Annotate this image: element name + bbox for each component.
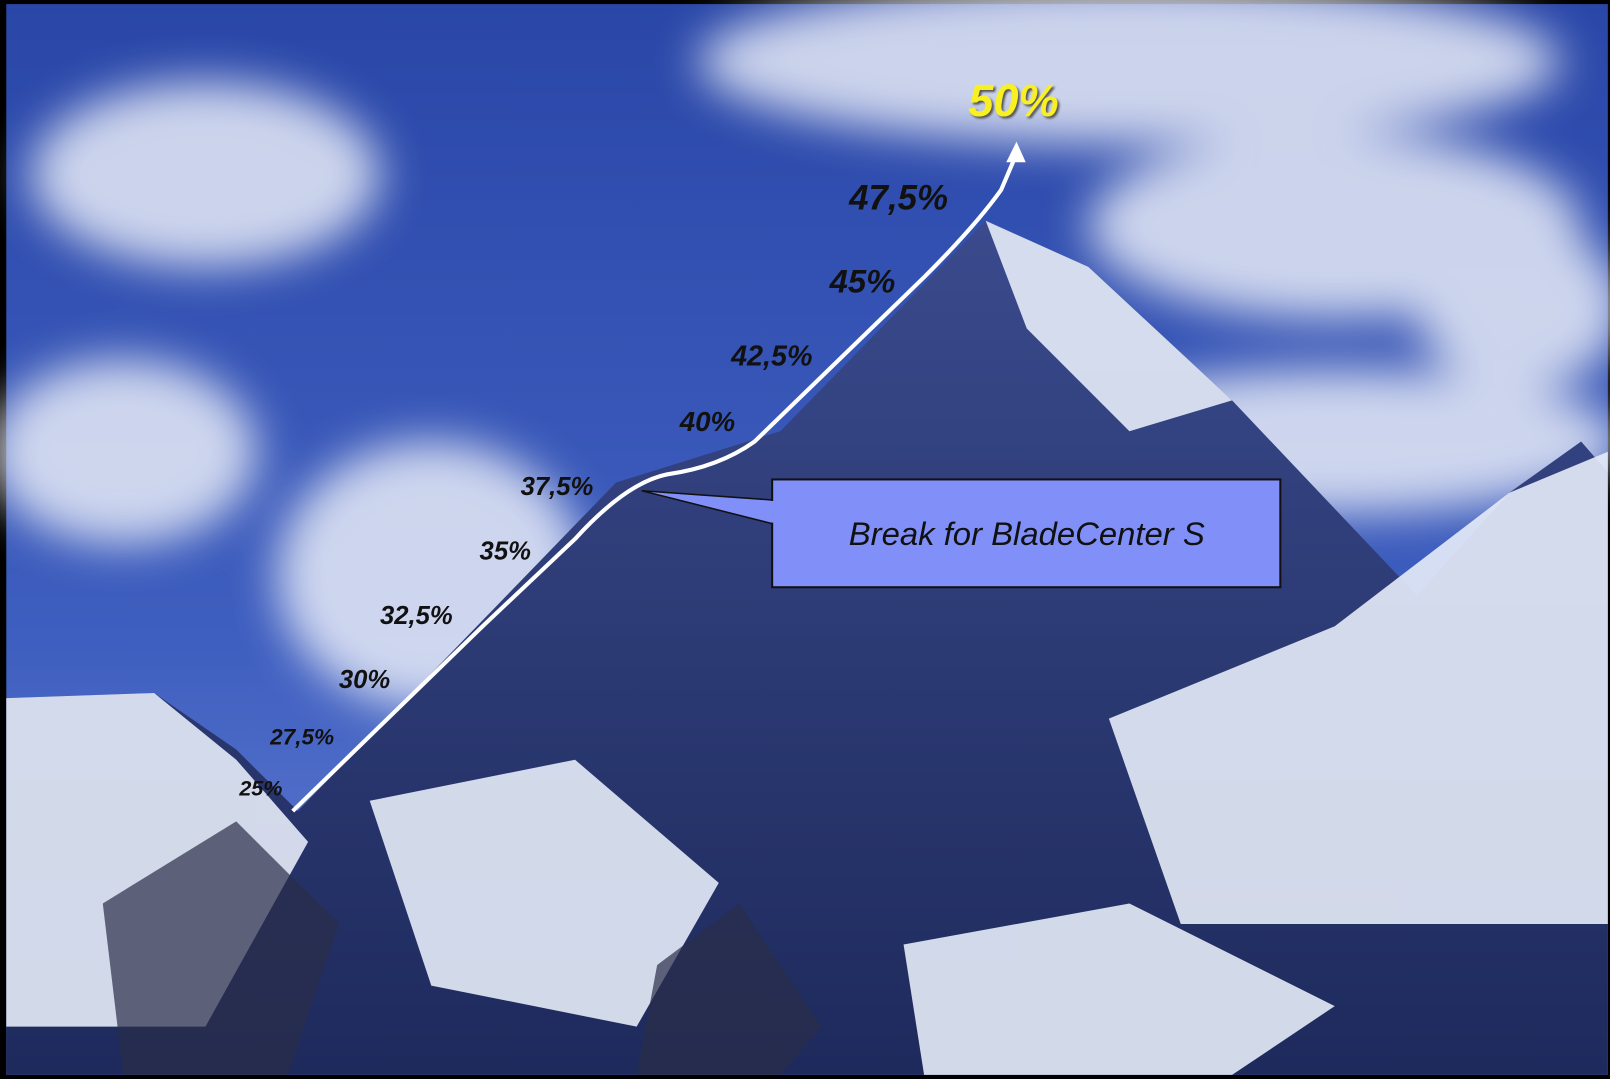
step-label: 45% [829, 263, 896, 300]
step-label: 35% [480, 538, 532, 566]
step-label: 37,5% [521, 473, 594, 501]
step-label: 42,5% [730, 340, 812, 372]
step-label: 40% [679, 406, 735, 437]
step-label: 27,5% [269, 724, 334, 749]
page: 25% 27,5% 30% 32,5% 35% 37,5% 40% 42,5% 45% 47,5%… [0, 0, 1610, 1079]
step-label: 30% [339, 666, 391, 694]
peak-label: 50% [968, 75, 1058, 126]
step-label: 47,5% [848, 178, 948, 217]
slide: 25% 27,5% 30% 32,5% 35% 37,5% 40% 42,5% 45% 47,5%… [0, 0, 1610, 1079]
callout-text: Break for BladeCenter S [849, 515, 1205, 552]
step-label: 25% [238, 776, 282, 801]
step-label: 32,5% [380, 602, 453, 630]
